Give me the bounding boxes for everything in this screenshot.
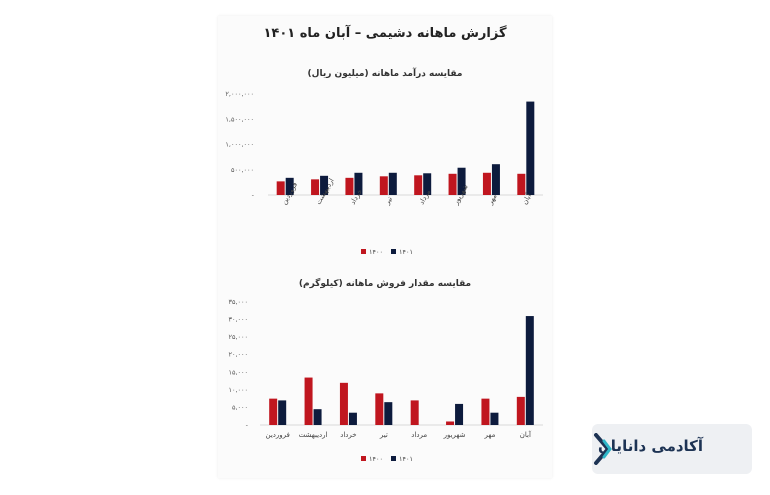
y-tick-label: ۱۰,۰۰۰ <box>228 386 248 394</box>
bar-1401 <box>384 402 393 425</box>
report-title: گزارش ماهانه دشیمی – آبان ماه ۱۴۰۱ <box>263 26 507 41</box>
y-tick-label: ۱,۰۰۰,۰۰۰ <box>225 141 254 149</box>
bar-1400 <box>482 172 491 195</box>
bar-1400 <box>379 176 388 195</box>
x-category-label: اردیبهشت <box>299 431 328 439</box>
bar-1400 <box>517 173 526 195</box>
bar-1401 <box>348 412 357 425</box>
bar-1401 <box>490 412 499 425</box>
bar-1401 <box>313 409 322 425</box>
bar-1401 <box>526 101 535 195</box>
x-category-label: تیر <box>383 195 394 207</box>
bar-1400 <box>516 396 525 425</box>
bar-1401 <box>457 167 466 195</box>
bar-1401 <box>455 403 464 425</box>
report-page: گزارش ماهانه دشیمی – آبان ماه ۱۴۰۱ مقایس… <box>218 16 552 478</box>
bar-1400 <box>410 400 419 425</box>
bar-1401 <box>525 316 534 425</box>
y-tick-label: - <box>252 191 255 199</box>
y-tick-label: - <box>246 421 249 429</box>
bar-1401 <box>491 164 500 195</box>
y-tick-label: ۲۰,۰۰۰ <box>228 351 248 359</box>
x-category-label: مرداد <box>411 431 427 439</box>
brand-badge: آکادمی دانایان <box>592 424 752 474</box>
revenue-chart: مقایسه درآمد ماهانه (میلیون ریال) ۲,۰۰۰,۰… <box>225 67 543 256</box>
x-category-label: فروردین <box>266 431 290 439</box>
y-tick-label: ۳۵,۰۰۰ <box>228 298 248 306</box>
x-category-label: آبان <box>520 430 532 439</box>
bar-1400 <box>414 175 423 195</box>
legend-label-1400: ۱۴۰۰ <box>369 248 383 256</box>
y-tick-label: ۱,۵۰۰,۰۰۰ <box>225 115 254 123</box>
sales-chart: مقایسه مقدار فروش ماهانه (کیلوگرم) ۳۵,۰۰۰… <box>228 277 543 463</box>
bar-1401 <box>423 173 432 195</box>
y-tick-label: ۳۰,۰۰۰ <box>228 316 248 324</box>
legend-label-1401: ۱۴۰۱ <box>399 248 413 256</box>
bar-1400 <box>375 393 384 425</box>
legend-swatch-1400 <box>361 249 366 254</box>
bar-1400 <box>345 177 354 195</box>
bar-1400 <box>448 173 457 195</box>
y-tick-label: ۵,۰۰۰ <box>232 403 248 411</box>
legend-label-1401: ۱۴۰۱ <box>399 455 413 463</box>
legend-swatch-1401 <box>391 249 396 254</box>
legend-label-1400: ۱۴۰۰ <box>369 455 383 463</box>
x-category-label: شهریور <box>443 431 466 439</box>
y-tick-label: ۱۵,۰۰۰ <box>228 368 248 376</box>
x-category-label: خرداد <box>340 431 356 439</box>
bar-1401 <box>320 175 329 195</box>
y-tick-label: ۲۵,۰۰۰ <box>228 333 248 341</box>
x-category-label: تیر <box>379 431 388 439</box>
legend-swatch-1401 <box>391 456 396 461</box>
bar-1400 <box>339 382 348 425</box>
x-category-label: مهر <box>484 431 496 439</box>
bar-1400 <box>311 179 320 195</box>
bar-1400 <box>304 377 313 425</box>
bar-1401 <box>285 177 294 195</box>
bar-1400 <box>446 421 455 425</box>
bar-1400 <box>276 181 285 195</box>
bar-1401 <box>354 172 363 195</box>
brand-name: آکادمی دانایان <box>598 437 704 455</box>
legend-swatch-1400 <box>361 456 366 461</box>
bar-1401 <box>388 172 397 195</box>
y-tick-label: ۵۰۰,۰۰۰ <box>231 166 254 174</box>
y-tick-label: ۲,۰۰۰,۰۰۰ <box>225 90 254 98</box>
brand-logo-icon <box>594 433 612 465</box>
bar-1400 <box>481 398 490 425</box>
bar-1401 <box>278 400 287 425</box>
chart-title: مقایسه مقدار فروش ماهانه (کیلوگرم) <box>299 277 471 289</box>
chart-title: مقایسه درآمد ماهانه (میلیون ریال) <box>308 67 463 79</box>
bar-1400 <box>269 398 278 425</box>
